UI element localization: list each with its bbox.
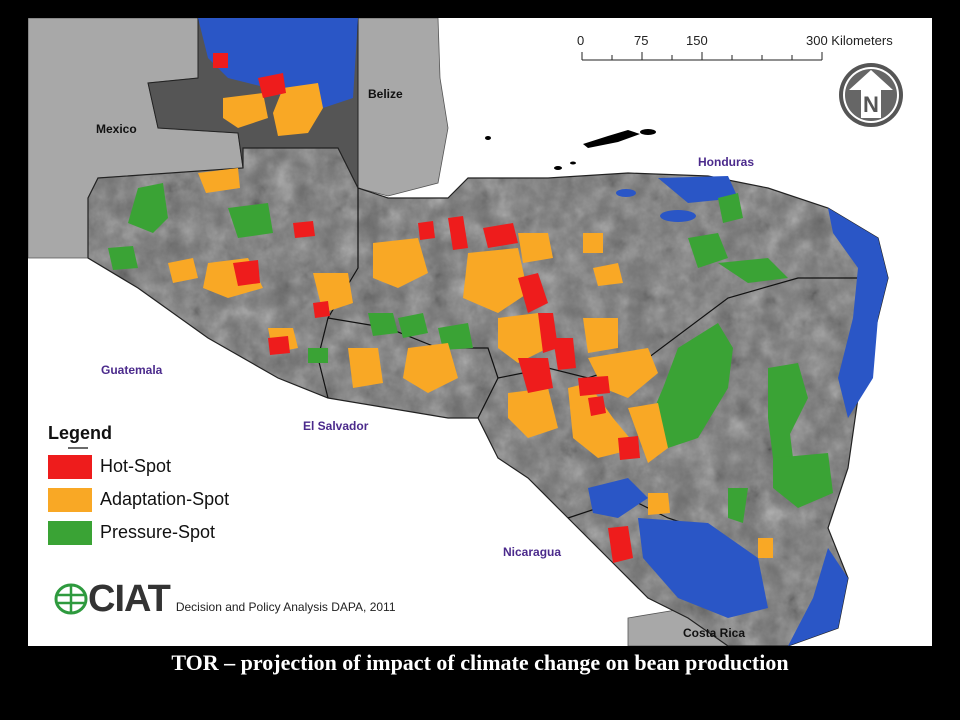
label-nicaragua: Nicaragua <box>503 545 561 559</box>
islands <box>485 129 656 170</box>
label-guatemala: Guatemala <box>101 363 163 377</box>
scale-tick-150: 150 <box>686 33 708 48</box>
label-belize: Belize <box>368 87 403 101</box>
map-canvas: Mexico Belize Guatemala Honduras El Salv… <box>28 18 903 646</box>
background-land <box>28 18 729 646</box>
legend-label-hot-spot: Hot-Spot <box>100 456 172 476</box>
legend-label-pressure-spot: Pressure-Spot <box>100 522 216 542</box>
pressure-spots <box>108 183 833 523</box>
legend-item-adaptation-spot: Adaptation-Spot <box>48 483 229 516</box>
scale-tick-75: 75 <box>634 33 648 48</box>
swatch-hot-spot <box>48 454 92 479</box>
label-honduras: Honduras <box>698 155 754 169</box>
globe-icon <box>54 583 88 615</box>
credit: CIAT Decision and Policy Analysis DAPA, … <box>54 580 396 618</box>
legend: Legend Hot-Spot Adaptation-Spot Pressure… <box>48 423 229 549</box>
north-label: N <box>863 92 879 117</box>
north-arrow-icon: N <box>839 63 903 127</box>
label-mexico: Mexico <box>96 122 137 136</box>
credit-text: Decision and Policy Analysis DAPA, 2011 <box>175 600 396 614</box>
legend-title: Legend <box>48 423 113 443</box>
legend-item-hot-spot: Hot-Spot <box>48 450 229 483</box>
label-costa-rica: Costa Rica <box>683 626 745 640</box>
swatch-pressure-spot <box>48 520 92 545</box>
legend-label-adaptation-spot: Adaptation-Spot <box>100 489 230 509</box>
scale-tick-300: 300 Kilometers <box>806 33 893 48</box>
ciat-logo: CIAT <box>54 578 171 620</box>
scale-bar: 0 75 150 300 Kilometers <box>577 33 893 61</box>
scale-tick-0: 0 <box>577 33 584 48</box>
hot-spots <box>213 53 640 563</box>
ciat-logo-text: CIAT <box>88 578 171 620</box>
legend-item-pressure-spot: Pressure-Spot <box>48 516 229 549</box>
swatch-adaptation-spot <box>48 487 92 512</box>
blue-zones <box>198 18 888 646</box>
slide-caption: TOR – projection of impact of climate ch… <box>171 650 789 675</box>
country-labels: Mexico Belize Guatemala Honduras El Salv… <box>96 87 754 640</box>
map-frame: Mexico Belize Guatemala Honduras El Salv… <box>28 18 932 646</box>
label-el-salvador: El Salvador <box>303 419 369 433</box>
